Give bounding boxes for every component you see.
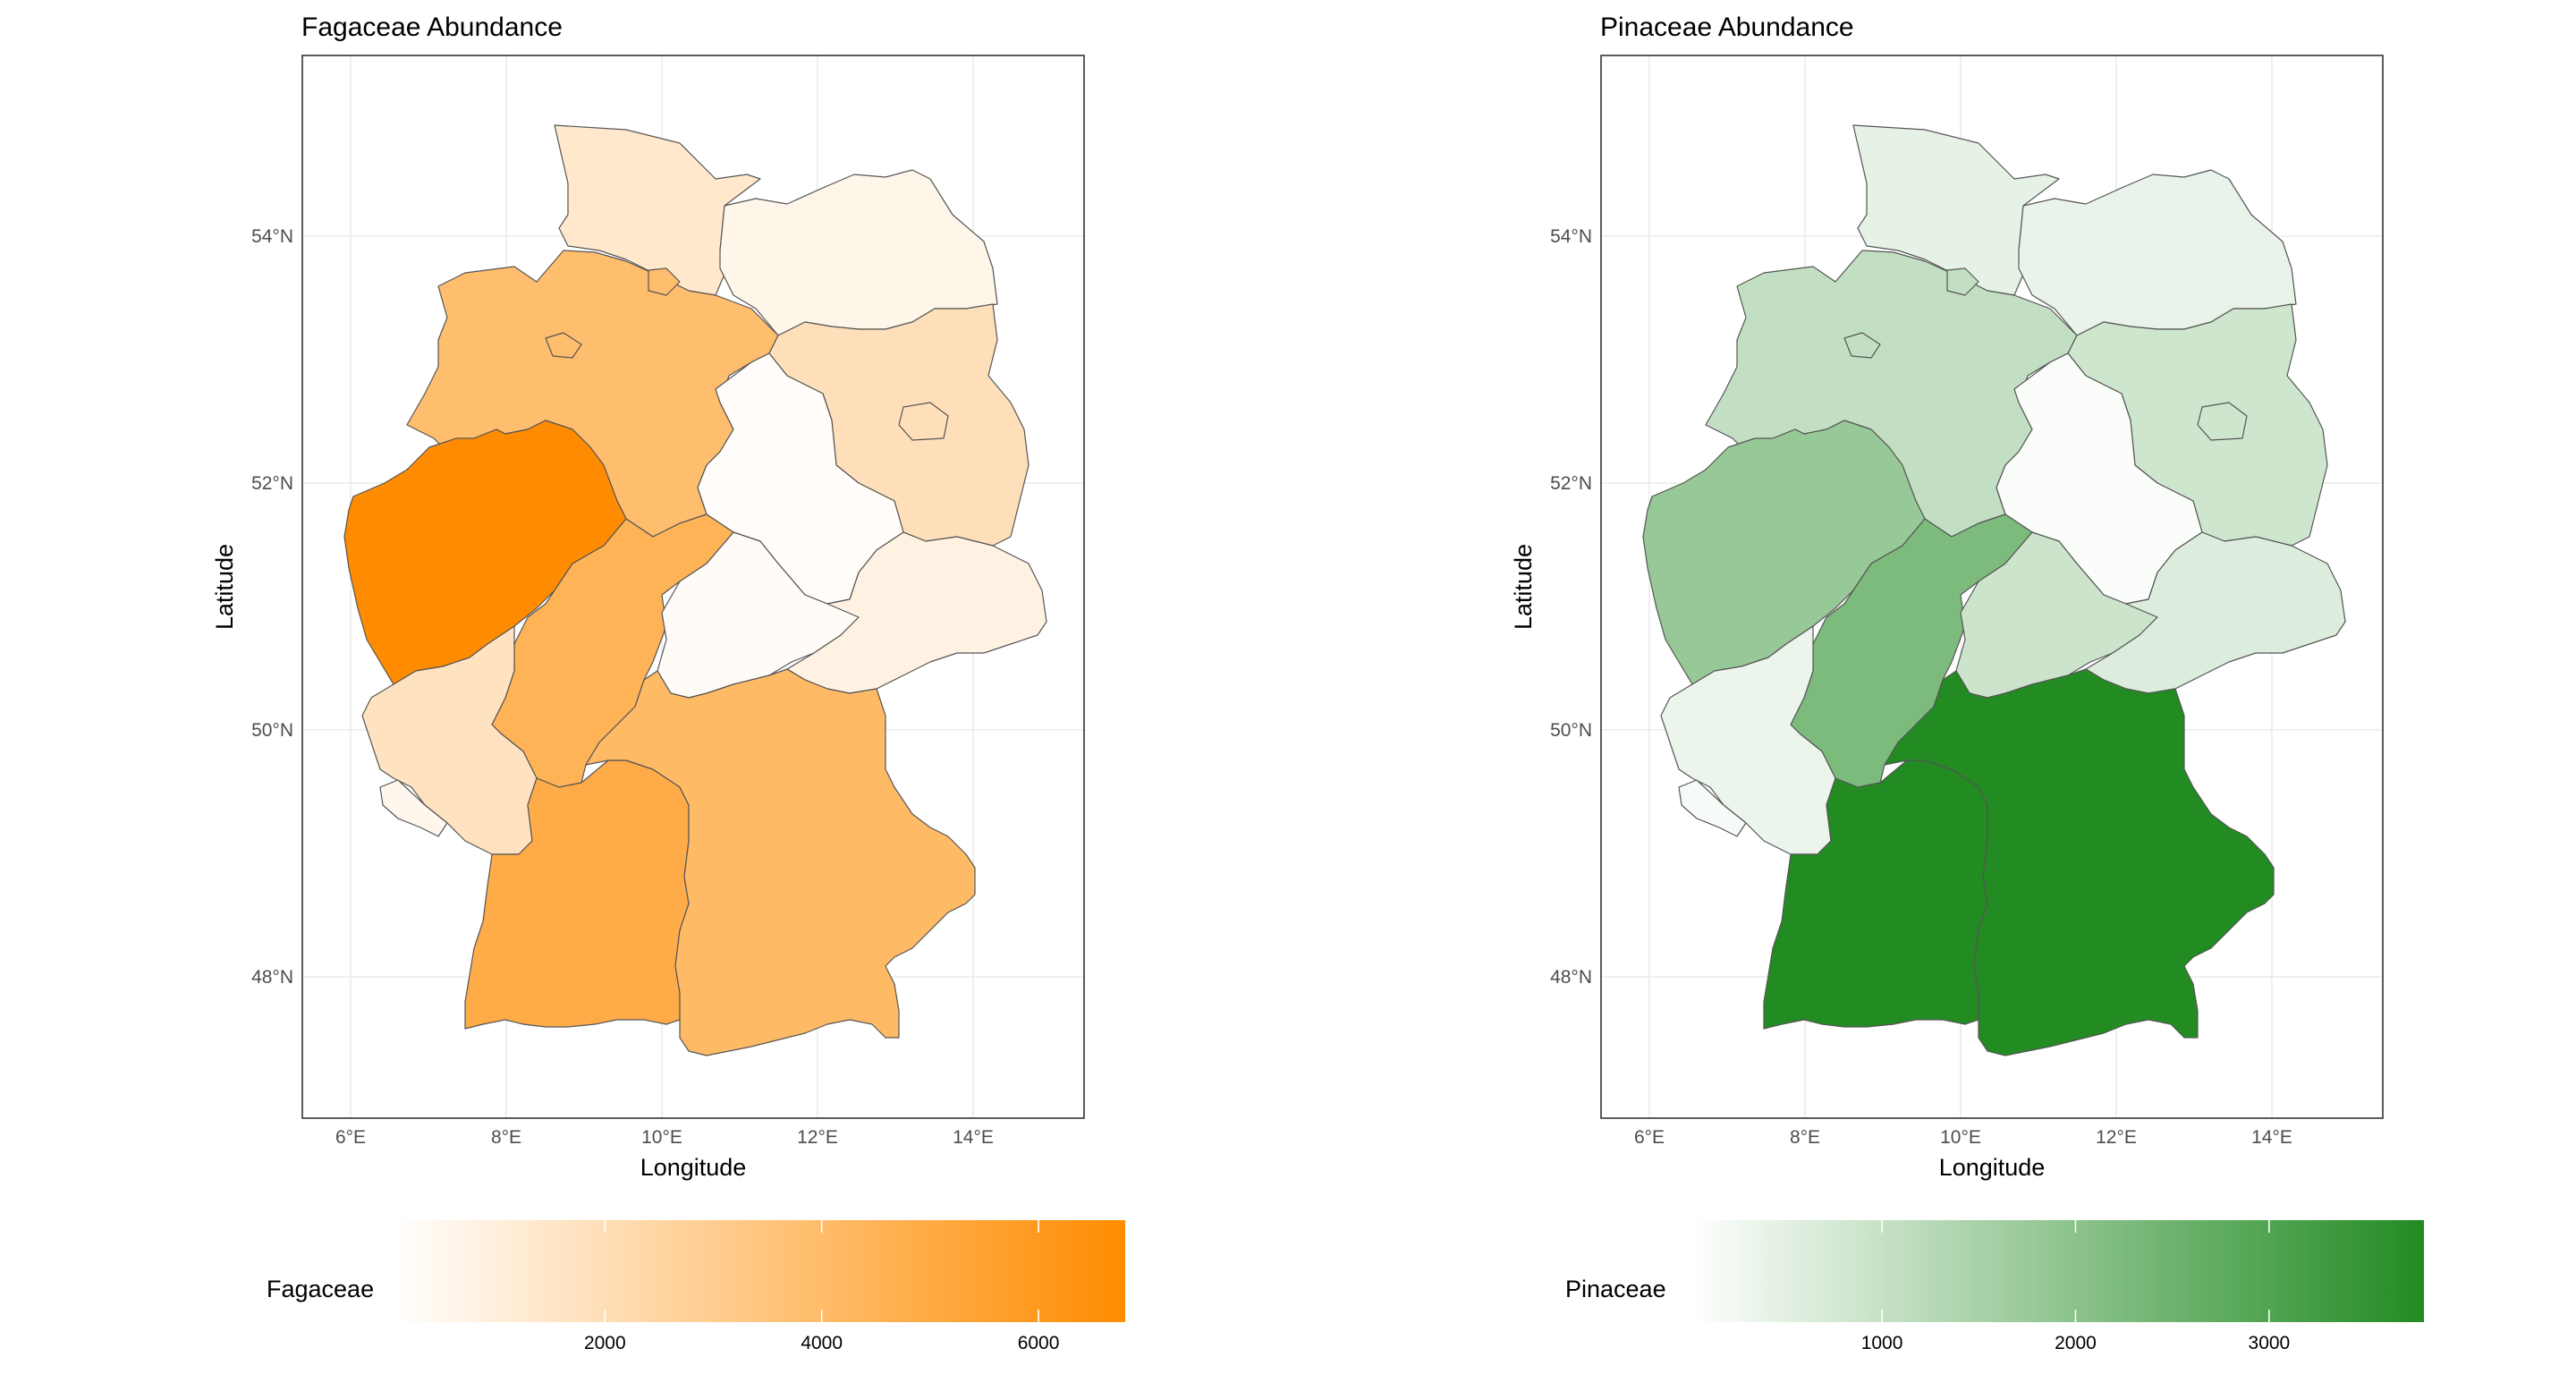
legend: Fagaceae 2000 4000 6000 bbox=[267, 1220, 1125, 1353]
x-axis-title: Longitude bbox=[1939, 1154, 2046, 1181]
x-tick-label: 10°E bbox=[1940, 1127, 1981, 1148]
x-tick-label: 10°E bbox=[641, 1127, 682, 1148]
legend-label: Pinaceae bbox=[1565, 1276, 1666, 1302]
panel-pinaceae: Pinaceae Abundance bbox=[1510, 13, 2424, 1353]
y-tick-label: 48°N bbox=[251, 967, 293, 988]
legend-tick-label: 4000 bbox=[801, 1333, 843, 1353]
legend-ticks: 2000 4000 6000 bbox=[584, 1220, 1059, 1353]
region-bayern bbox=[1884, 668, 2275, 1056]
region-saarland bbox=[1678, 779, 1747, 837]
legend-label: Fagaceae bbox=[267, 1276, 374, 1302]
y-tick-label: 50°N bbox=[251, 720, 293, 741]
x-tick-label: 6°E bbox=[335, 1127, 366, 1148]
region-bremen bbox=[1843, 332, 1881, 359]
plot-frame bbox=[1600, 55, 2384, 1119]
state-polygons bbox=[1642, 124, 2346, 1056]
state-polygons bbox=[343, 124, 1047, 1056]
y-tick-label: 54°N bbox=[1550, 226, 1592, 247]
x-tick-label: 14°E bbox=[953, 1127, 994, 1148]
region-bayern bbox=[585, 668, 976, 1056]
legend-ticks: 1000 2000 3000 bbox=[1861, 1220, 2291, 1353]
y-tick-label: 54°N bbox=[251, 226, 293, 247]
y-tick-label: 50°N bbox=[1550, 720, 1592, 741]
y-tick-label: 52°N bbox=[251, 473, 293, 494]
legend-tick-label: 3000 bbox=[2249, 1333, 2291, 1353]
region-saarland bbox=[379, 779, 448, 837]
x-tick-label: 8°E bbox=[491, 1127, 521, 1148]
legend-colorbar bbox=[394, 1220, 1125, 1322]
legend-tick-label: 6000 bbox=[1018, 1333, 1060, 1353]
x-tick-label: 8°E bbox=[1790, 1127, 1820, 1148]
legend-tick-label: 1000 bbox=[1861, 1333, 1903, 1353]
region-hamburg bbox=[648, 267, 681, 296]
panel-title: Pinaceae Abundance bbox=[1600, 13, 1854, 42]
legend: Pinaceae 1000 2000 3000 bbox=[1565, 1220, 2424, 1353]
panel-fagaceae: Fagaceae Abundance bbox=[211, 13, 1125, 1353]
x-tick-labels: 6°E 8°E 10°E 12°E 14°E bbox=[1634, 1127, 2292, 1148]
region-berlin bbox=[2197, 402, 2248, 441]
y-axis-title: Latitude bbox=[211, 544, 238, 630]
y-tick-labels: 48°N 50°N 52°N 54°N bbox=[1550, 226, 1592, 988]
y-axis-title: Latitude bbox=[1510, 544, 1537, 630]
x-tick-label: 12°E bbox=[797, 1127, 838, 1148]
x-tick-label: 6°E bbox=[1634, 1127, 1665, 1148]
x-tick-labels: 6°E 8°E 10°E 12°E 14°E bbox=[335, 1127, 994, 1148]
region-hamburg bbox=[1946, 267, 1979, 296]
legend-tick-label: 2000 bbox=[584, 1333, 626, 1353]
region-bremen bbox=[545, 332, 582, 359]
y-tick-labels: 48°N 50°N 52°N 54°N bbox=[251, 226, 293, 988]
y-tick-label: 52°N bbox=[1550, 473, 1592, 494]
panel-title: Fagaceae Abundance bbox=[301, 13, 563, 42]
y-tick-label: 48°N bbox=[1550, 967, 1592, 988]
x-tick-label: 14°E bbox=[2251, 1127, 2292, 1148]
plot-frame bbox=[301, 55, 1085, 1119]
legend-colorbar bbox=[1692, 1220, 2424, 1322]
legend-tick-label: 2000 bbox=[2055, 1333, 2097, 1353]
x-tick-label: 12°E bbox=[2096, 1127, 2137, 1148]
region-berlin bbox=[898, 402, 949, 441]
x-axis-title: Longitude bbox=[640, 1154, 747, 1181]
